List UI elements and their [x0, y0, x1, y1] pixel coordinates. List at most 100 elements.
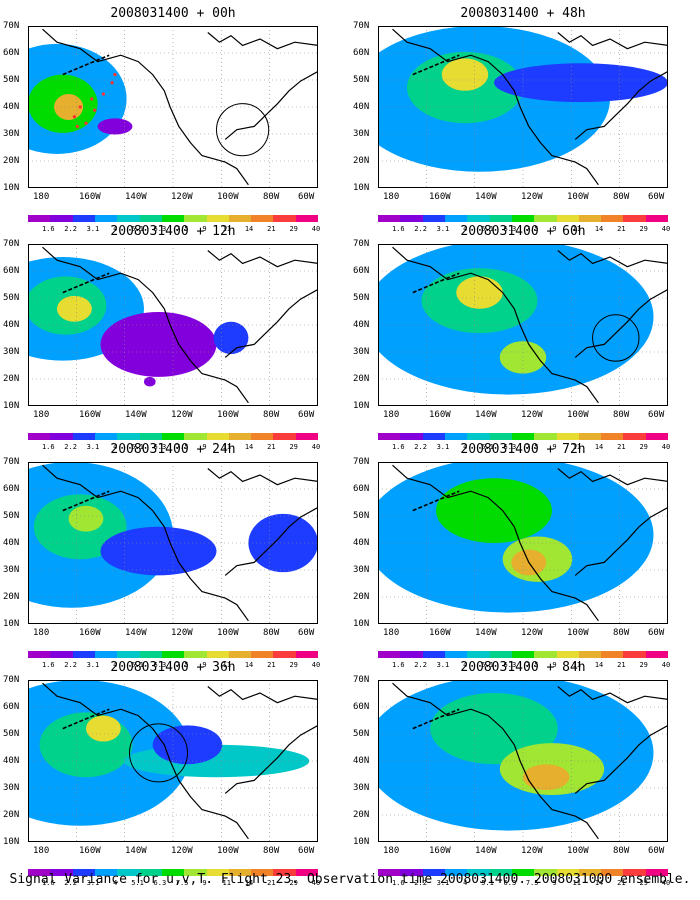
lon-tick-label: 60W — [648, 628, 665, 638]
lon-tick-label: 180 — [33, 846, 50, 856]
colorbar-label: 6.3 — [503, 443, 517, 451]
colorbar-label: 14 — [594, 225, 604, 233]
lon-tick-label: 80W — [263, 192, 280, 202]
colorbar-swatch — [251, 215, 274, 222]
colorbar — [378, 651, 669, 658]
colorbar-label: 7.5 — [175, 225, 189, 233]
colorbar-label: 4 — [113, 443, 118, 451]
colorbar-swatch — [228, 433, 252, 440]
colorbar-label: 5.1 — [131, 443, 144, 451]
colorbar-swatch — [422, 433, 445, 440]
colorbar — [28, 869, 319, 876]
colorbar-label: 40 — [661, 661, 671, 669]
variance-field-2 — [68, 505, 104, 532]
colorbar-label: 40 — [311, 443, 321, 451]
colorbar-label: 14 — [244, 443, 254, 451]
lat-tick-label: 50N — [353, 293, 370, 303]
lat-tick-label: 40N — [3, 102, 20, 112]
lat-tick-label: 20N — [3, 374, 20, 384]
colorbar-swatch — [50, 869, 73, 876]
map-frame — [28, 26, 318, 188]
colorbar-swatch — [28, 215, 51, 222]
colorbar-swatch — [206, 215, 229, 222]
colorbar-label: 21 — [267, 443, 276, 451]
colorbar-swatch — [444, 869, 468, 876]
colorbar-label: 14 — [244, 879, 254, 887]
coastline — [574, 70, 668, 140]
colorbar-swatch — [578, 215, 602, 222]
lat-tick-label: 30N — [3, 347, 20, 357]
colorbar-swatch — [623, 651, 646, 658]
colorbar-swatch — [489, 651, 512, 658]
lon-tick-label: 180 — [33, 628, 50, 638]
lat-tick-label: 60N — [353, 266, 370, 276]
colorbar-swatch — [28, 651, 51, 658]
colorbar-label: 4 — [113, 879, 118, 887]
colorbar-swatch — [489, 869, 512, 876]
lon-tick-label: 120W — [521, 410, 543, 420]
lat-tick-label: 10N — [3, 183, 20, 193]
lon-tick-label: 60W — [648, 192, 665, 202]
lon-tick-label: 160W — [429, 846, 451, 856]
lon-tick-label: 100W — [567, 628, 589, 638]
colorbar-swatch — [645, 215, 669, 222]
colorbar-swatch — [94, 215, 118, 222]
colorbar-label: 3.1 — [86, 225, 100, 233]
lat-tick-label: 30N — [3, 565, 20, 575]
colorbar-swatch — [161, 651, 185, 658]
colorbar-label: 40 — [311, 661, 321, 669]
colorbar-label: 5.1 — [131, 661, 144, 669]
coastline — [207, 468, 318, 486]
panel-title: 2008031400 + 72h — [460, 442, 586, 457]
colorbar-swatch — [50, 215, 73, 222]
colorbar-label: 7.5 — [175, 443, 189, 451]
colorbar-label: 5.1 — [481, 661, 494, 669]
colorbar-label: 11 — [572, 225, 581, 233]
colorbar-label: 1.6 — [391, 661, 405, 669]
colorbar-label: 11 — [572, 879, 581, 887]
map-svg — [28, 462, 318, 624]
lon-tick-label: 120W — [521, 846, 543, 856]
map-svg — [378, 680, 668, 842]
lon-tick-label: 140W — [125, 628, 147, 638]
coastline — [42, 682, 249, 840]
colorbar-label: 40 — [661, 225, 671, 233]
lat-tick-label: 20N — [353, 374, 370, 384]
coastline — [557, 32, 668, 50]
colorbar-label: 3.1 — [86, 661, 100, 669]
colorbar-swatch — [511, 215, 535, 222]
coastline — [574, 724, 668, 794]
colorbar-label: 9 — [202, 661, 207, 669]
colorbar — [28, 215, 319, 222]
colorbar-label: 7.5 — [525, 661, 539, 669]
colorbar-label: 29 — [639, 443, 648, 451]
flight-track-point — [78, 105, 82, 109]
lat-tick-label: 20N — [353, 592, 370, 602]
lon-tick-label: 180 — [383, 410, 400, 420]
map-svg — [378, 244, 668, 406]
colorbar-swatch — [400, 651, 423, 658]
colorbar-label: 21 — [267, 225, 276, 233]
colorbar-swatch — [72, 215, 95, 222]
colorbar-swatch — [400, 433, 423, 440]
lon-tick-label: 60W — [648, 846, 665, 856]
coastline — [392, 246, 599, 404]
lon-tick-label: 100W — [567, 192, 589, 202]
colorbar-label: 1.6 — [41, 225, 55, 233]
lat-tick-label: 20N — [353, 156, 370, 166]
lat-tick-label: 20N — [3, 810, 20, 820]
lon-tick-label: 140W — [125, 846, 147, 856]
colorbar-swatch — [273, 651, 296, 658]
colorbar-label: 3.1 — [436, 661, 450, 669]
lon-tick-label: 140W — [475, 628, 497, 638]
colorbar-label: 3.1 — [436, 443, 450, 451]
colorbar-swatch — [444, 433, 468, 440]
colorbar-label: 2.2 — [414, 661, 427, 669]
lon-tick-label: 140W — [125, 192, 147, 202]
lon-tick-label: 100W — [217, 628, 239, 638]
variance-field-5 — [144, 376, 156, 387]
coastline — [574, 288, 668, 358]
coastline — [42, 246, 249, 404]
colorbar-label: 2.2 — [414, 443, 427, 451]
figure-caption: Signal Variance for u,v,T. Flight 23. Ob… — [9, 872, 691, 887]
